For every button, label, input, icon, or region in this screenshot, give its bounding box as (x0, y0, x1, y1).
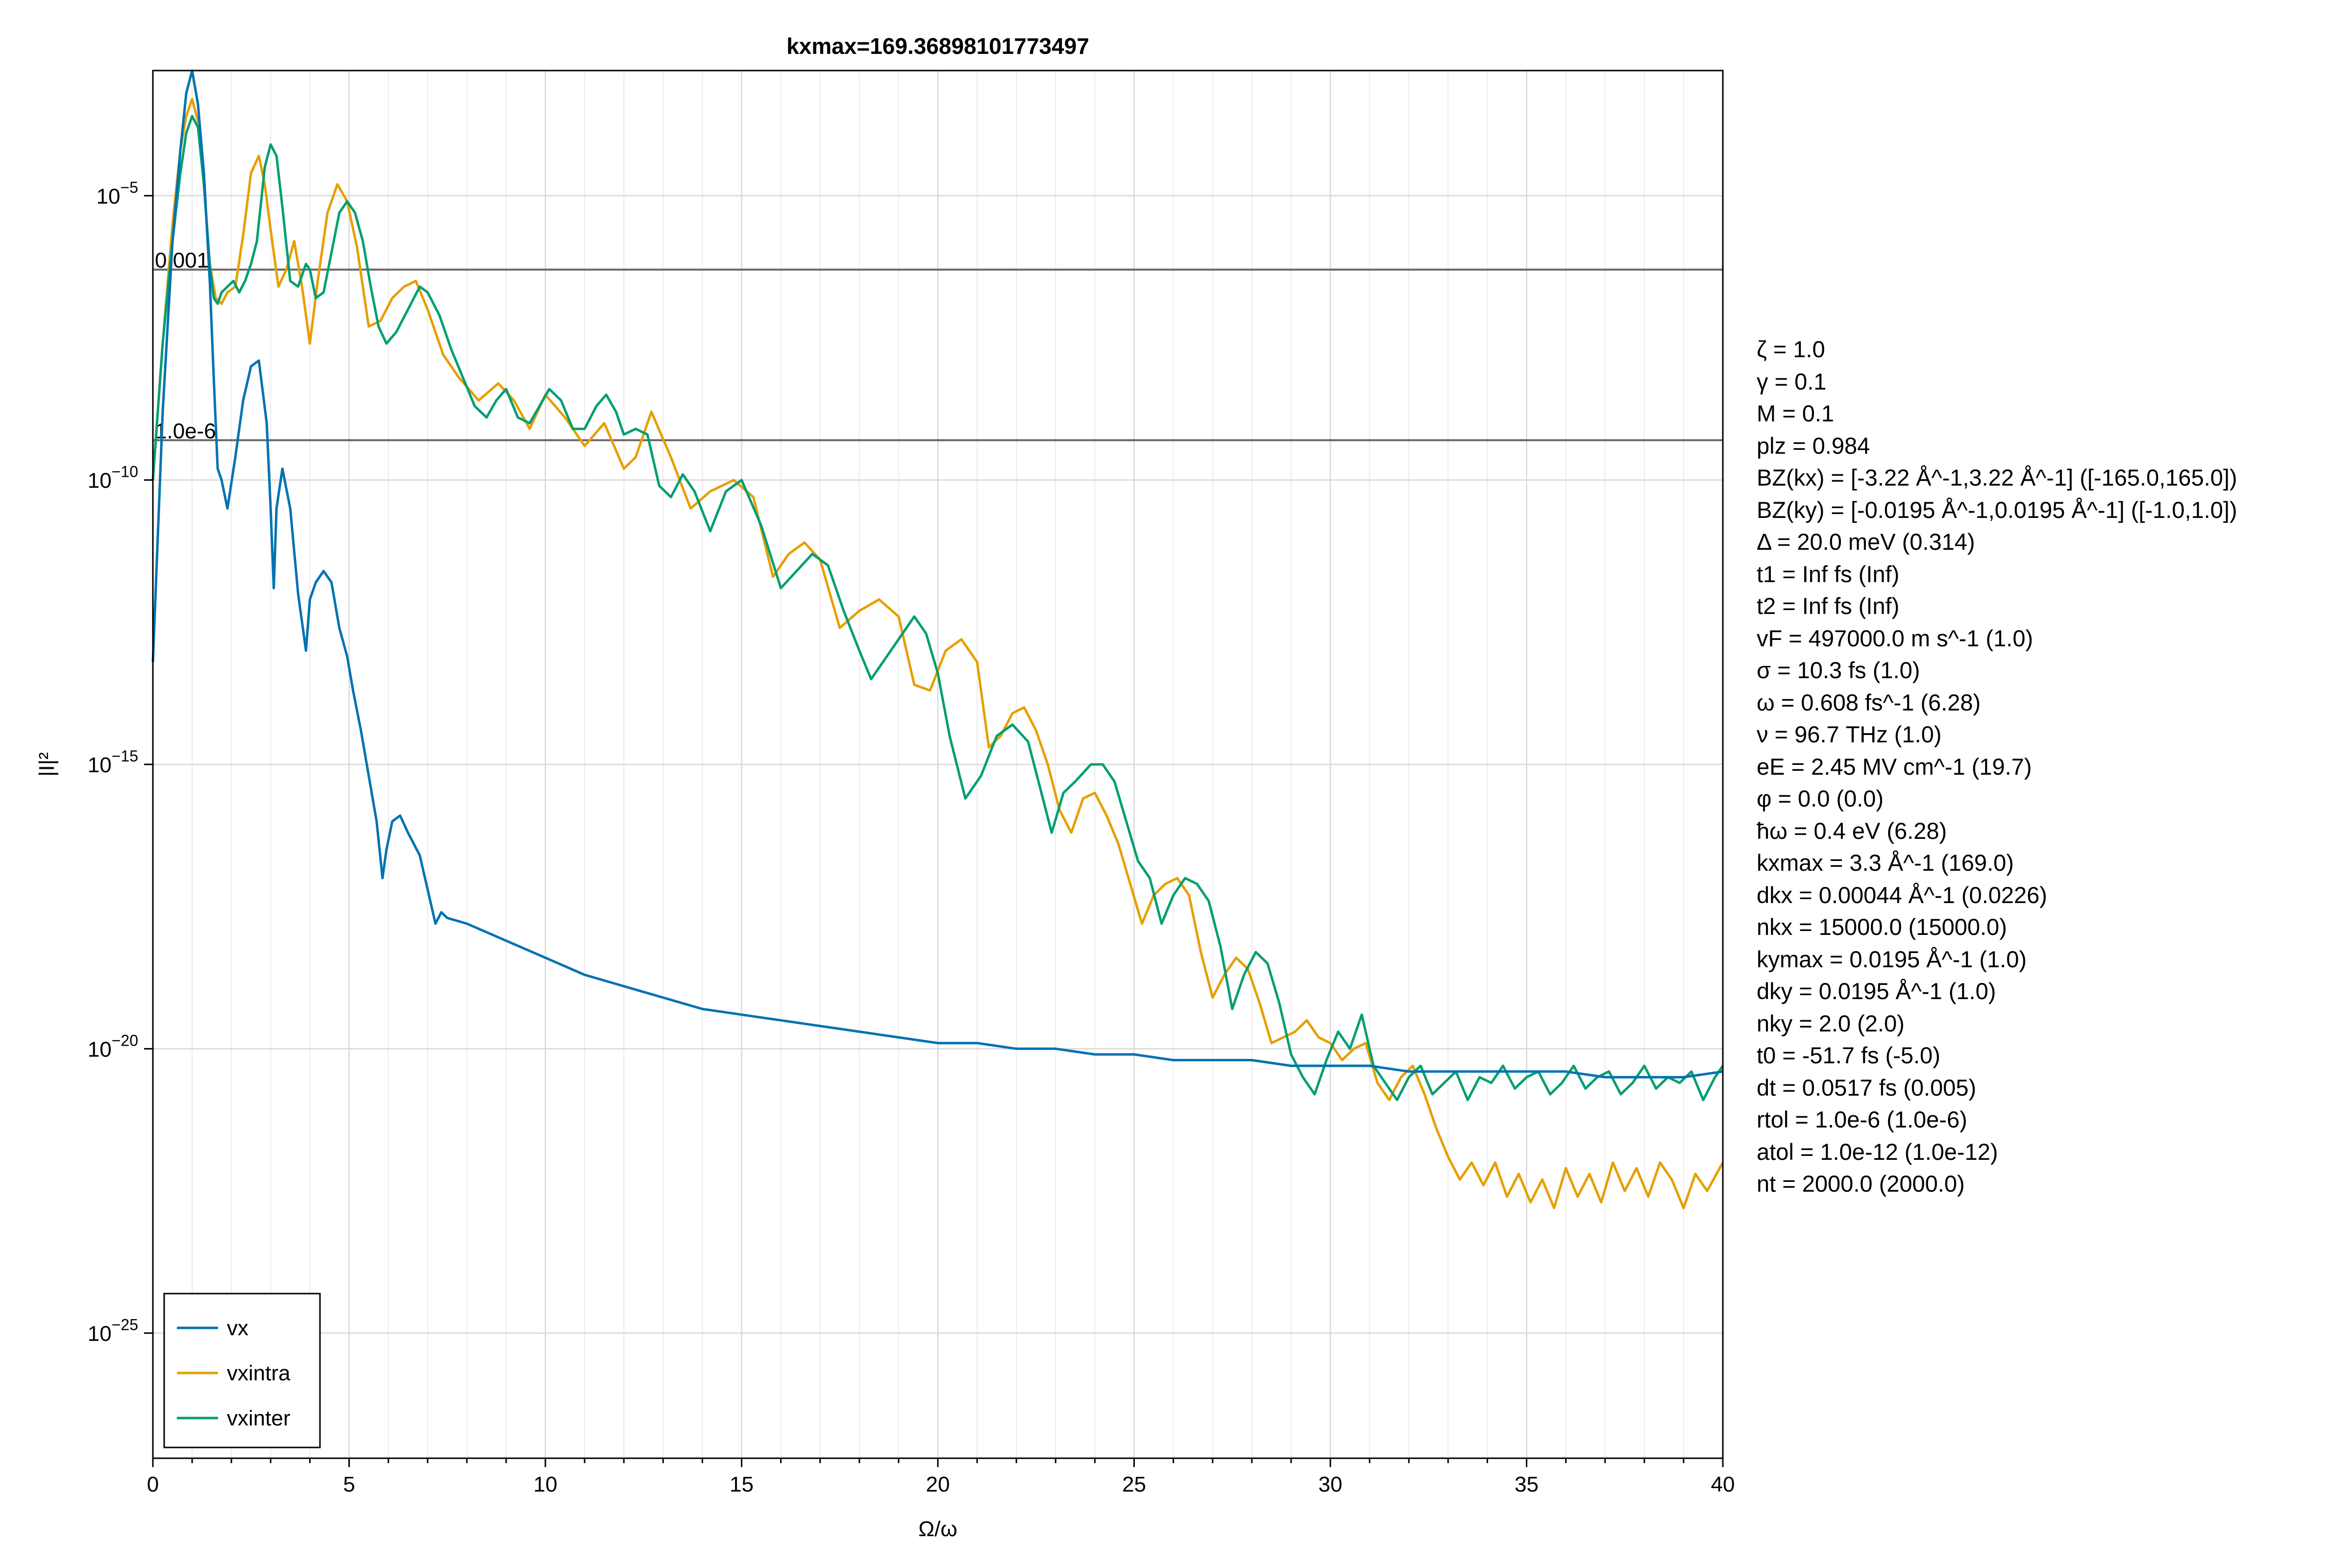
x-tick-label: 25 (1122, 1472, 1146, 1496)
reference-line-label: 1.0e-6 (155, 419, 216, 443)
parameter-item: t1 = Inf fs (Inf) (1757, 561, 1900, 587)
reference-line-label: 0.001 (155, 248, 209, 272)
y-tick-label: 10−20 (88, 1031, 138, 1061)
y-tick-base: 10 (97, 184, 121, 208)
y-tick-label: 10−10 (88, 463, 138, 493)
chart-title: kxmax=169.36898101773497 (786, 33, 1089, 59)
x-tick-label: 5 (343, 1472, 355, 1496)
parameter-item: M = 0.1 (1757, 400, 1835, 426)
parameter-item: nkx = 15000.0 (15000.0) (1757, 914, 2007, 940)
parameter-item: kxmax = 3.3 Å^-1 (169.0) (1757, 850, 2014, 876)
parameter-item: σ = 10.3 fs (1.0) (1757, 657, 1920, 683)
y-tick-base: 10 (88, 1322, 112, 1346)
series-line-vx (151, 69, 1723, 1078)
parameter-item: t2 = Inf fs (Inf) (1757, 593, 1900, 619)
y-tick-base: 10 (88, 469, 112, 493)
y-tick-exponent: −20 (112, 1031, 138, 1049)
parameter-item: ħω = 0.4 eV (6.28) (1757, 817, 1947, 844)
parameter-item: γ = 0.1 (1757, 368, 1827, 394)
x-axis-label: Ω/ω (918, 1517, 957, 1541)
y-tick-label: 10−15 (88, 747, 138, 777)
parameter-item: vF = 497000.0 m s^-1 (1.0) (1757, 625, 2034, 651)
parameter-item: dt = 0.0517 fs (0.005) (1757, 1074, 1977, 1101)
parameter-item: dkx = 0.00044 Å^-1 (0.0226) (1757, 882, 2047, 908)
y-tick-exponent: −10 (112, 463, 138, 481)
y-tick-label: 10−25 (88, 1316, 138, 1346)
parameter-item: atol = 1.0e-12 (1.0e-12) (1757, 1138, 1998, 1165)
parameter-item: BZ(ky) = [-0.0195 Å^-1,0.0195 Å^-1] ([-1… (1757, 496, 2237, 523)
y-tick-label: 10−5 (97, 178, 138, 208)
legend-label: vxinter (227, 1406, 291, 1430)
series-line-vxinter (151, 115, 1724, 1102)
y-tick-base: 10 (88, 1037, 112, 1061)
parameter-item: BZ(kx) = [-3.22 Å^-1,3.22 Å^-1] ([-165.0… (1757, 465, 2237, 490)
reference-lines: 0.001 1.0e-6 (153, 248, 1723, 443)
parameter-item: eE = 2.45 MV cm^-1 (19.7) (1757, 753, 2032, 780)
parameter-item: rtol = 1.0e-6 (1.0e-6) (1757, 1106, 1967, 1132)
y-tick-base: 10 (88, 753, 112, 777)
parameter-item: ω = 0.608 fs^-1 (6.28) (1757, 689, 1981, 715)
x-tick-label: 0 (147, 1472, 159, 1496)
legend-label: vxintra (227, 1361, 291, 1385)
x-axis: 0 5 10 15 20 25 30 35 40 (147, 1458, 1735, 1496)
legend: vx vxintra vxinter (163, 1293, 321, 1448)
legend-label: vx (227, 1316, 248, 1340)
y-tick-exponent: −25 (112, 1316, 138, 1334)
parameter-item: ν = 96.7 THz (1.0) (1757, 721, 1942, 747)
parameter-item: nky = 2.0 (2.0) (1757, 1010, 1905, 1036)
x-tick-label: 15 (730, 1472, 754, 1496)
x-tick-label: 35 (1515, 1472, 1539, 1496)
parameter-item: ζ = 1.0 (1757, 336, 1825, 362)
y-axis-label: |I|² (35, 752, 59, 777)
parameter-item: Δ = 20.0 meV (0.314) (1757, 529, 1975, 555)
y-tick-exponent: −5 (121, 178, 138, 196)
x-tick-label: 10 (534, 1472, 558, 1496)
parameter-list: ζ = 1.0 γ = 0.1 M = 0.1 plz = 0.984 BZ(kx) =… (1757, 333, 2237, 1200)
parameter-item: t0 = -51.7 fs (-5.0) (1757, 1042, 1940, 1068)
parameter-item: nt = 2000.0 (2000.0) (1757, 1171, 1965, 1197)
plot-series (151, 69, 1724, 1209)
series-line-vxintra (151, 98, 1724, 1209)
x-tick-label: 20 (926, 1472, 950, 1496)
legend-box (163, 1293, 321, 1448)
x-tick-label: 30 (1319, 1472, 1343, 1496)
parameter-item: kymax = 0.0195 Å^-1 (1.0) (1757, 946, 2027, 972)
parameter-item: φ = 0.0 (0.0) (1757, 785, 1884, 811)
parameter-item: plz = 0.984 (1757, 432, 1870, 459)
parameter-item: dky = 0.0195 Å^-1 (1.0) (1757, 978, 1996, 1004)
y-tick-exponent: −15 (112, 747, 138, 765)
x-tick-label: 40 (1711, 1472, 1735, 1496)
